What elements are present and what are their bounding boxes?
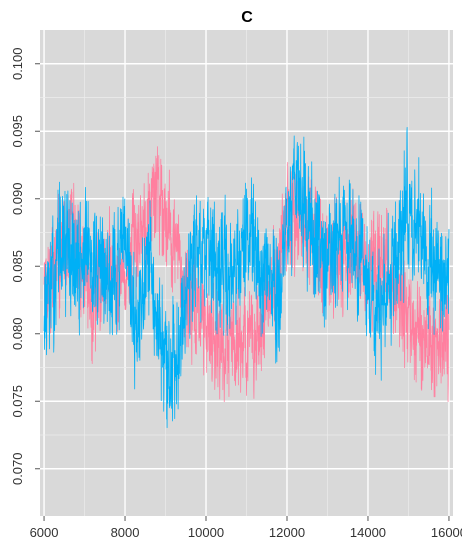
chart-title: C	[241, 9, 253, 26]
y-tick-label: 0.085	[10, 250, 25, 283]
x-tick-label: 12000	[269, 525, 305, 540]
y-tick-label: 0.075	[10, 385, 25, 418]
x-tick-label: 6000	[30, 525, 59, 540]
series-layer	[43, 127, 450, 429]
y-tick-label: 0.080	[10, 317, 25, 350]
series-line-2	[43, 127, 450, 429]
y-tick-label: 0.070	[10, 452, 25, 485]
x-tick-label: 14000	[350, 525, 386, 540]
y-tick-label: 0.100	[10, 47, 25, 80]
x-tick-label: 10000	[188, 525, 224, 540]
y-tick-label: 0.095	[10, 115, 25, 148]
y-tick-label: 0.090	[10, 182, 25, 215]
x-tick-label: 8000	[111, 525, 140, 540]
